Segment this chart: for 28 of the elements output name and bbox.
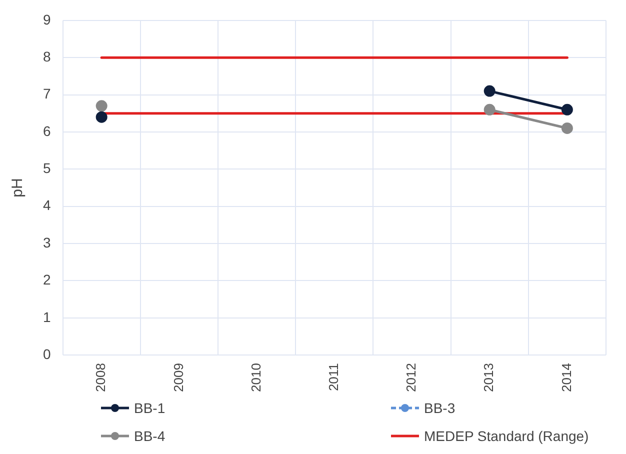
y-tick-label: 0 (42, 346, 51, 362)
x-tick-label: 2012 (404, 363, 419, 392)
y-axis-title: pH (9, 178, 26, 198)
x-tick-label: 2010 (248, 363, 264, 392)
x-tick-label: 2009 (170, 363, 186, 392)
x-tick-label: 2014 (558, 363, 574, 392)
y-tick-label: 5 (42, 160, 51, 176)
legend-label: BB-1 (134, 400, 166, 416)
y-tick-label: 1 (42, 308, 51, 325)
legend-label: BB-4 (134, 428, 166, 444)
legend-label: MEDEP Standard (Range) (424, 428, 589, 444)
x-tick-label: 2008 (93, 363, 108, 392)
y-tick-label: 4 (42, 197, 51, 214)
x-tick-label: 2013 (481, 363, 496, 392)
legend-label: BB-3 (424, 400, 456, 416)
point (561, 122, 573, 134)
y-tick-label: 6 (42, 122, 51, 139)
point (484, 85, 496, 97)
point (484, 104, 496, 116)
y-tick-label: 2 (42, 272, 51, 288)
point (96, 100, 108, 112)
x-tick-label: 2011 (326, 363, 341, 392)
point (561, 104, 573, 116)
y-tick-label: 8 (42, 48, 51, 64)
y-tick-label: 9 (42, 11, 51, 28)
point (96, 111, 108, 123)
y-tick-label: 7 (42, 86, 51, 102)
y-tick-label: 3 (42, 234, 51, 250)
